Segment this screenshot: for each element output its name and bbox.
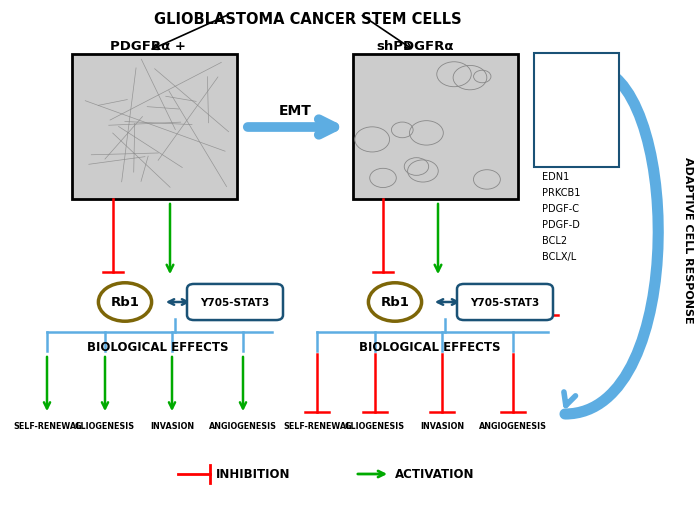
Text: EMT: EMT bbox=[279, 104, 312, 118]
Text: PRKCB1: PRKCB1 bbox=[542, 188, 580, 197]
Text: GLIOGENESIS: GLIOGENESIS bbox=[75, 421, 135, 430]
Text: EDN1: EDN1 bbox=[542, 172, 569, 182]
Text: BCLX/L: BCLX/L bbox=[542, 251, 576, 262]
Text: PDGF-C: PDGF-C bbox=[542, 204, 579, 214]
Text: GLIOGENESIS: GLIOGENESIS bbox=[345, 421, 405, 430]
Text: PDGF-D: PDGF-D bbox=[542, 220, 580, 230]
FancyBboxPatch shape bbox=[72, 55, 237, 199]
Text: Y705-STAT3: Y705-STAT3 bbox=[200, 297, 270, 308]
Text: shPDGFRα: shPDGFRα bbox=[377, 40, 454, 53]
Text: BIOLOGICAL EFFECTS: BIOLOGICAL EFFECTS bbox=[359, 340, 500, 353]
Text: Y705-STAT3: Y705-STAT3 bbox=[470, 297, 540, 308]
Text: PDGFRα +: PDGFRα + bbox=[110, 40, 186, 53]
Text: SELF-RENEWAL: SELF-RENEWAL bbox=[283, 421, 351, 430]
Text: ACTIVATION: ACTIVATION bbox=[395, 468, 475, 481]
Text: INHIBITION: INHIBITION bbox=[216, 468, 290, 481]
Text: ANGIOGENESIS: ANGIOGENESIS bbox=[209, 421, 277, 430]
Text: ANGIOGENESIS: ANGIOGENESIS bbox=[479, 421, 547, 430]
FancyBboxPatch shape bbox=[533, 55, 619, 167]
FancyBboxPatch shape bbox=[353, 55, 518, 199]
Text: INVASION: INVASION bbox=[150, 421, 194, 430]
Circle shape bbox=[368, 283, 421, 322]
Text: SELF-RENEWAL: SELF-RENEWAL bbox=[13, 421, 81, 430]
Circle shape bbox=[99, 283, 152, 322]
Text: INVASION: INVASION bbox=[420, 421, 464, 430]
Text: ADAPTIVE CELL RESPONSE: ADAPTIVE CELL RESPONSE bbox=[683, 157, 693, 323]
Text: GLIOBLASTOMA CANCER STEM CELLS: GLIOBLASTOMA CANCER STEM CELLS bbox=[154, 12, 462, 27]
Text: Rb1: Rb1 bbox=[381, 296, 409, 309]
Text: BIOLOGICAL EFFECTS: BIOLOGICAL EFFECTS bbox=[88, 340, 229, 353]
FancyBboxPatch shape bbox=[187, 284, 283, 321]
Text: BCL2: BCL2 bbox=[542, 235, 567, 245]
Text: Rb1: Rb1 bbox=[111, 296, 139, 309]
FancyBboxPatch shape bbox=[457, 284, 553, 321]
